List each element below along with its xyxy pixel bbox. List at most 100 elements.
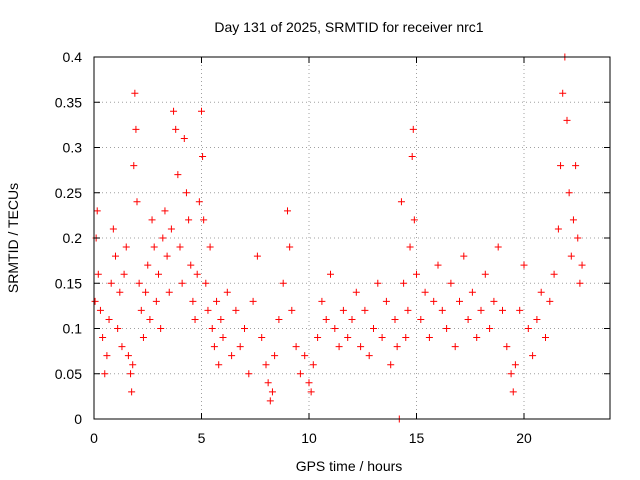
data-point <box>554 225 562 233</box>
data-point <box>116 288 124 296</box>
data-point <box>198 107 205 115</box>
data-point <box>167 225 175 233</box>
data-point <box>344 334 352 342</box>
data-point <box>494 243 502 251</box>
data-point <box>271 352 279 360</box>
data-point <box>486 325 494 332</box>
data-point <box>161 207 169 215</box>
data-point <box>563 116 571 124</box>
data-point <box>309 361 317 369</box>
data-point <box>567 252 575 260</box>
data-point <box>464 315 472 323</box>
data-point <box>393 343 401 351</box>
grid-lines <box>94 57 610 419</box>
data-point <box>122 243 130 251</box>
data-point <box>264 379 272 387</box>
data-point <box>352 288 360 296</box>
data-point <box>557 162 565 170</box>
data-point <box>322 315 330 323</box>
y-tick-label: 0.05 <box>55 366 82 382</box>
data-point <box>335 343 343 351</box>
data-point <box>565 189 573 197</box>
x-tick-label: 0 <box>90 430 98 446</box>
data-point <box>365 352 373 360</box>
data-point <box>529 352 537 360</box>
data-point <box>348 315 356 323</box>
data-point <box>576 279 584 287</box>
data-point <box>99 334 107 342</box>
data-point <box>430 297 438 305</box>
data-point <box>503 343 511 351</box>
data-point <box>578 261 586 269</box>
data-point <box>327 270 334 278</box>
data-point <box>129 361 137 369</box>
data-point <box>511 361 519 369</box>
data-point <box>193 270 201 278</box>
data-point <box>93 207 101 215</box>
data-point <box>124 352 132 360</box>
data-point <box>174 171 182 179</box>
x-axis-label: GPS time / hours <box>296 458 403 474</box>
data-point <box>133 198 141 206</box>
data-point <box>546 297 554 305</box>
y-tick-label: 0 <box>74 411 82 427</box>
data-point <box>195 198 203 206</box>
data-point <box>94 270 102 278</box>
data-point <box>378 334 386 342</box>
data-point <box>533 315 541 323</box>
data-point <box>144 261 152 269</box>
data-point <box>477 306 485 314</box>
data-point <box>155 270 162 278</box>
data-point <box>509 388 517 396</box>
data-point <box>288 306 296 314</box>
data-point <box>307 388 315 396</box>
data-point <box>163 252 171 260</box>
data-point <box>148 216 156 224</box>
data-point <box>109 225 117 233</box>
x-tick-label: 5 <box>198 430 206 446</box>
data-point <box>249 297 257 305</box>
data-point <box>213 297 221 305</box>
data-point <box>408 153 416 161</box>
data-point <box>241 325 248 332</box>
data-point <box>438 306 446 314</box>
y-tick-label: 0.2 <box>63 230 83 246</box>
data-point <box>339 306 347 314</box>
data-point <box>391 315 399 323</box>
y-tick-label: 0.1 <box>63 321 83 337</box>
data-point <box>569 216 577 224</box>
data-point <box>135 279 143 287</box>
data-point <box>305 379 313 387</box>
data-point <box>91 297 99 305</box>
data-point <box>130 162 138 170</box>
data-point <box>172 125 180 133</box>
data-point <box>217 315 225 323</box>
data-point <box>473 334 481 342</box>
data-point <box>165 288 173 296</box>
data-point <box>150 243 158 251</box>
y-tick-label: 0.15 <box>55 275 82 291</box>
data-point <box>112 252 119 260</box>
data-point <box>361 306 369 314</box>
data-point <box>460 252 468 260</box>
data-point <box>421 288 429 296</box>
data-point <box>204 306 212 314</box>
data-point <box>223 288 231 296</box>
data-point <box>146 315 154 323</box>
data-point <box>236 343 244 351</box>
data-point <box>232 306 240 314</box>
data-point <box>537 288 545 296</box>
data-point <box>550 270 558 278</box>
y-tick-label: 0.3 <box>63 140 83 156</box>
data-point <box>258 334 266 342</box>
data-point <box>105 315 113 323</box>
data-point <box>127 370 135 378</box>
data-point <box>185 216 193 224</box>
data-point <box>262 361 270 369</box>
data-point <box>191 315 199 323</box>
data-point <box>542 334 549 342</box>
data-point <box>507 370 515 378</box>
data-point <box>559 89 567 97</box>
data-point <box>142 288 150 296</box>
data-point <box>219 334 227 342</box>
